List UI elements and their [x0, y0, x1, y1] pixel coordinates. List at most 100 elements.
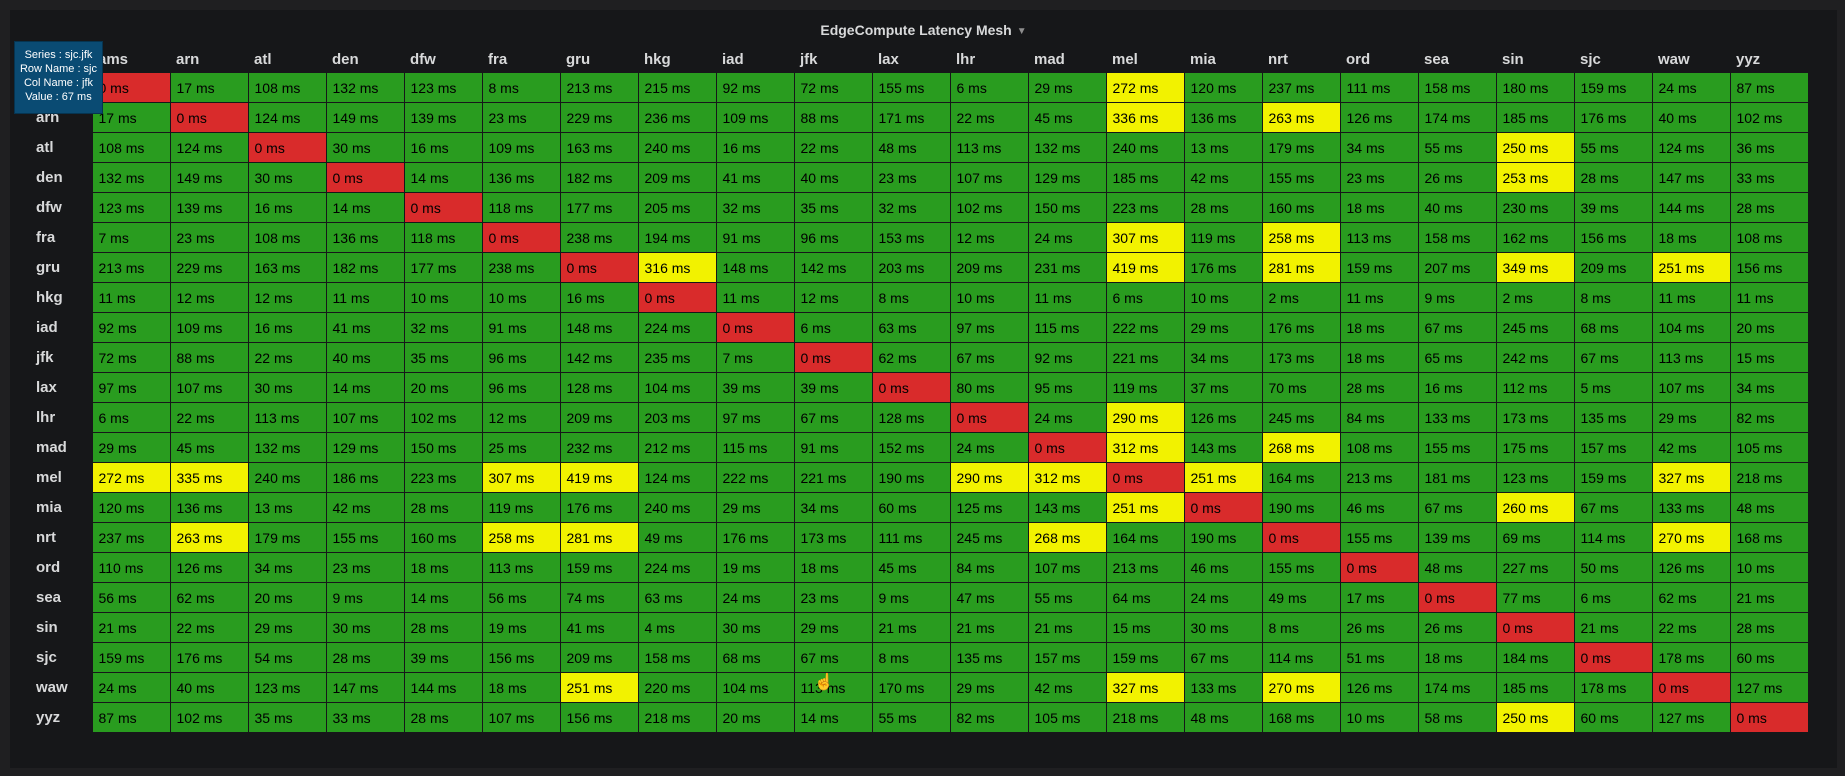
cell-lax-atl[interactable]: 30 ms	[247, 372, 327, 403]
cell-mel-lax[interactable]: 190 ms	[871, 462, 951, 493]
cell-mad-mia[interactable]: 143 ms	[1183, 432, 1263, 463]
cell-yyz-sin[interactable]: 250 ms	[1495, 702, 1575, 733]
cell-nrt-hkg[interactable]: 49 ms	[637, 522, 717, 553]
cell-sin-gru[interactable]: 41 ms	[559, 612, 639, 643]
cell-jfk-sin[interactable]: 242 ms	[1495, 342, 1575, 373]
cell-fra-arn[interactable]: 23 ms	[169, 222, 249, 253]
cell-atl-gru[interactable]: 163 ms	[559, 132, 639, 163]
cell-sjc-lax[interactable]: 8 ms	[871, 642, 951, 673]
cell-lax-sin[interactable]: 112 ms	[1495, 372, 1575, 403]
cell-sea-sin[interactable]: 77 ms	[1495, 582, 1575, 613]
cell-ord-yyz[interactable]: 10 ms	[1729, 552, 1809, 583]
cell-lhr-ams[interactable]: 6 ms	[91, 402, 171, 433]
cell-ams-mel[interactable]: 272 ms	[1105, 72, 1185, 103]
cell-den-den[interactable]: 0 ms	[325, 162, 405, 193]
cell-sjc-ams[interactable]: 159 ms	[91, 642, 171, 673]
cell-lax-nrt[interactable]: 70 ms	[1261, 372, 1341, 403]
cell-atl-sea[interactable]: 55 ms	[1417, 132, 1497, 163]
cell-den-ams[interactable]: 132 ms	[91, 162, 171, 193]
panel-title-text[interactable]: EdgeCompute Latency Mesh	[820, 22, 1012, 38]
cell-ams-hkg[interactable]: 215 ms	[637, 72, 717, 103]
cell-lhr-hkg[interactable]: 203 ms	[637, 402, 717, 433]
cell-hkg-waw[interactable]: 11 ms	[1651, 282, 1731, 313]
cell-hkg-gru[interactable]: 16 ms	[559, 282, 639, 313]
cell-fra-lhr[interactable]: 12 ms	[949, 222, 1029, 253]
cell-den-jfk[interactable]: 40 ms	[793, 162, 873, 193]
cell-sea-mad[interactable]: 55 ms	[1027, 582, 1107, 613]
cell-fra-sin[interactable]: 162 ms	[1495, 222, 1575, 253]
cell-den-mad[interactable]: 129 ms	[1027, 162, 1107, 193]
cell-sjc-arn[interactable]: 176 ms	[169, 642, 249, 673]
cell-gru-yyz[interactable]: 156 ms	[1729, 252, 1809, 283]
cell-lax-waw[interactable]: 107 ms	[1651, 372, 1731, 403]
cell-iad-fra[interactable]: 91 ms	[481, 312, 561, 343]
cell-waw-dfw[interactable]: 144 ms	[403, 672, 483, 703]
cell-ord-sjc[interactable]: 50 ms	[1573, 552, 1653, 583]
cell-yyz-gru[interactable]: 156 ms	[559, 702, 639, 733]
cell-mad-arn[interactable]: 45 ms	[169, 432, 249, 463]
cell-ord-sin[interactable]: 227 ms	[1495, 552, 1575, 583]
cell-jfk-den[interactable]: 40 ms	[325, 342, 405, 373]
cell-den-sin[interactable]: 253 ms	[1495, 162, 1575, 193]
cell-waw-arn[interactable]: 40 ms	[169, 672, 249, 703]
cell-sin-sin[interactable]: 0 ms	[1495, 612, 1575, 643]
cell-mad-mad[interactable]: 0 ms	[1027, 432, 1107, 463]
cell-mia-mia[interactable]: 0 ms	[1183, 492, 1263, 523]
cell-sin-arn[interactable]: 22 ms	[169, 612, 249, 643]
cell-yyz-sea[interactable]: 58 ms	[1417, 702, 1497, 733]
cell-gru-mad[interactable]: 231 ms	[1027, 252, 1107, 283]
cell-sjc-ord[interactable]: 51 ms	[1339, 642, 1419, 673]
cell-dfw-yyz[interactable]: 28 ms	[1729, 192, 1809, 223]
cell-yyz-fra[interactable]: 107 ms	[481, 702, 561, 733]
cell-arn-sjc[interactable]: 176 ms	[1573, 102, 1653, 133]
cell-waw-ord[interactable]: 126 ms	[1339, 672, 1419, 703]
cell-iad-sin[interactable]: 245 ms	[1495, 312, 1575, 343]
cell-mia-arn[interactable]: 136 ms	[169, 492, 249, 523]
cell-lax-hkg[interactable]: 104 ms	[637, 372, 717, 403]
cell-den-hkg[interactable]: 209 ms	[637, 162, 717, 193]
cell-sjc-den[interactable]: 28 ms	[325, 642, 405, 673]
cell-fra-nrt[interactable]: 258 ms	[1261, 222, 1341, 253]
cell-mad-lhr[interactable]: 24 ms	[949, 432, 1029, 463]
cell-sjc-mel[interactable]: 159 ms	[1105, 642, 1185, 673]
cell-nrt-nrt[interactable]: 0 ms	[1261, 522, 1341, 553]
cell-sin-iad[interactable]: 30 ms	[715, 612, 795, 643]
cell-sea-mia[interactable]: 24 ms	[1183, 582, 1263, 613]
cell-waw-waw[interactable]: 0 ms	[1651, 672, 1731, 703]
cell-den-nrt[interactable]: 155 ms	[1261, 162, 1341, 193]
cell-mad-mel[interactable]: 312 ms	[1105, 432, 1185, 463]
cell-mel-dfw[interactable]: 223 ms	[403, 462, 483, 493]
cell-atl-lhr[interactable]: 113 ms	[949, 132, 1029, 163]
cell-gru-jfk[interactable]: 142 ms	[793, 252, 873, 283]
cell-ams-ord[interactable]: 111 ms	[1339, 72, 1419, 103]
cell-ams-mad[interactable]: 29 ms	[1027, 72, 1107, 103]
cell-lhr-sjc[interactable]: 135 ms	[1573, 402, 1653, 433]
cell-jfk-waw[interactable]: 113 ms	[1651, 342, 1731, 373]
cell-nrt-den[interactable]: 155 ms	[325, 522, 405, 553]
cell-mel-sin[interactable]: 123 ms	[1495, 462, 1575, 493]
cell-hkg-sea[interactable]: 9 ms	[1417, 282, 1497, 313]
cell-mia-ams[interactable]: 120 ms	[91, 492, 171, 523]
cell-iad-den[interactable]: 41 ms	[325, 312, 405, 343]
cell-sea-lhr[interactable]: 47 ms	[949, 582, 1029, 613]
cell-atl-den[interactable]: 30 ms	[325, 132, 405, 163]
cell-jfk-ams[interactable]: 72 ms	[91, 342, 171, 373]
cell-atl-ams[interactable]: 108 ms	[91, 132, 171, 163]
cell-den-sea[interactable]: 26 ms	[1417, 162, 1497, 193]
cell-mia-hkg[interactable]: 240 ms	[637, 492, 717, 523]
cell-sjc-sea[interactable]: 18 ms	[1417, 642, 1497, 673]
cell-iad-iad[interactable]: 0 ms	[715, 312, 795, 343]
cell-fra-jfk[interactable]: 96 ms	[793, 222, 873, 253]
cell-mia-ord[interactable]: 46 ms	[1339, 492, 1419, 523]
cell-dfw-dfw[interactable]: 0 ms	[403, 192, 483, 223]
cell-hkg-hkg[interactable]: 0 ms	[637, 282, 717, 313]
cell-ams-dfw[interactable]: 123 ms	[403, 72, 483, 103]
cell-yyz-arn[interactable]: 102 ms	[169, 702, 249, 733]
cell-waw-atl[interactable]: 123 ms	[247, 672, 327, 703]
cell-lhr-atl[interactable]: 113 ms	[247, 402, 327, 433]
cell-gru-ord[interactable]: 159 ms	[1339, 252, 1419, 283]
cell-dfw-mia[interactable]: 28 ms	[1183, 192, 1263, 223]
cell-hkg-arn[interactable]: 12 ms	[169, 282, 249, 313]
cell-jfk-ord[interactable]: 18 ms	[1339, 342, 1419, 373]
cell-atl-arn[interactable]: 124 ms	[169, 132, 249, 163]
